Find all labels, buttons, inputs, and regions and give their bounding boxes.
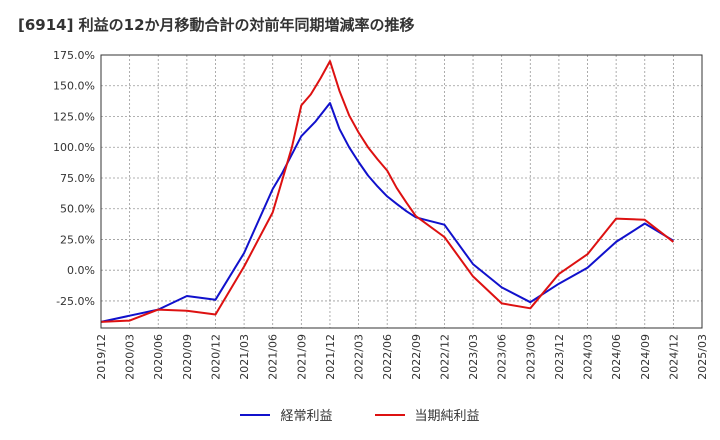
x-tick-label: 2024/06 xyxy=(610,334,623,380)
y-tick-label: 75.0% xyxy=(60,172,95,185)
x-tick-label: 2021/09 xyxy=(295,334,308,380)
x-tick-label: 2019/12 xyxy=(95,334,108,380)
y-tick-label: 125.0% xyxy=(53,110,95,123)
legend-item-series-2: 当期純利益 xyxy=(374,405,480,424)
x-axis-tick-labels: 2019/12 2020/03 2020/06 2020/09 2020/12 2021/… xyxy=(95,334,709,380)
y-tick-label: 100.0% xyxy=(53,141,95,154)
legend-swatch-series-1 xyxy=(240,413,271,416)
x-tick-label: 2022/09 xyxy=(410,334,423,380)
x-tick-label: 2023/09 xyxy=(524,334,537,380)
x-tick-label: 2020/06 xyxy=(152,334,165,380)
legend-label-series-2: 当期純利益 xyxy=(414,409,480,424)
x-tick-label: 2024/09 xyxy=(639,334,652,380)
x-tick-label: 2020/03 xyxy=(124,334,137,380)
chart-title: [6914] 利益の12か月移動合計の対前年同期増減率の推移 xyxy=(18,16,415,34)
x-tick-label: 2021/03 xyxy=(238,334,251,380)
y-tick-label: 175.0% xyxy=(53,49,95,62)
x-tick-label: 2024/12 xyxy=(667,334,680,380)
plot-border xyxy=(100,54,703,329)
series-line-2 xyxy=(100,60,675,323)
legend-label-series-1: 経常利益 xyxy=(280,409,333,424)
plot-background xyxy=(101,55,702,328)
x-tick-label: 2022/12 xyxy=(438,334,451,380)
y-axis-tick-labels: -25.0% 0.0% 25.0% 50.0% 75.0% 100.0% 125.0% 150… xyxy=(53,49,95,308)
x-tick-label: 2020/12 xyxy=(209,334,222,380)
legend: 経常利益 当期純利益 xyxy=(0,405,720,424)
y-tick-label: -25.0% xyxy=(56,295,95,308)
x-tick-label: 2021/06 xyxy=(267,334,280,380)
x-tick-label: 2023/06 xyxy=(496,334,509,380)
x-tick-label: 2023/12 xyxy=(553,334,566,380)
x-tick-label: 2020/09 xyxy=(181,334,194,380)
x-tick-label: 2024/03 xyxy=(582,334,595,380)
y-tick-label: 150.0% xyxy=(53,80,95,93)
x-tick-label: 2025/03 xyxy=(696,334,709,380)
x-tick-label: 2023/03 xyxy=(467,334,480,380)
y-tick-label: 25.0% xyxy=(60,233,95,246)
x-tick-label: 2022/06 xyxy=(381,334,394,380)
series-lines xyxy=(100,60,675,323)
y-tick-label: 50.0% xyxy=(60,203,95,216)
x-tick-label: 2022/03 xyxy=(353,334,366,380)
legend-item-series-1: 経常利益 xyxy=(240,405,333,424)
x-tick-label: 2021/12 xyxy=(324,334,337,380)
legend-swatch-series-2 xyxy=(374,413,405,416)
series-line-1 xyxy=(100,102,674,323)
y-tick-label: 0.0% xyxy=(67,264,95,277)
